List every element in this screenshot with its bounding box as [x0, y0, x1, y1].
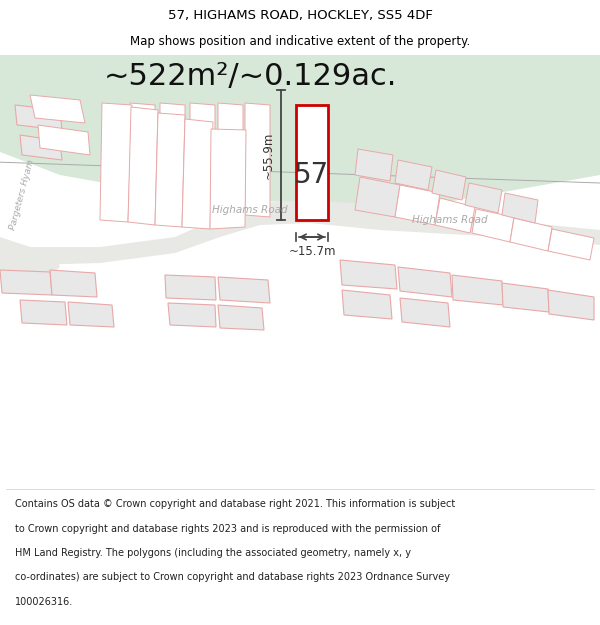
Polygon shape — [168, 303, 216, 327]
Polygon shape — [190, 103, 215, 217]
Text: ~522m²/~0.129ac.: ~522m²/~0.129ac. — [103, 62, 397, 91]
Polygon shape — [20, 300, 67, 325]
Polygon shape — [15, 105, 62, 130]
Text: Highams Road: Highams Road — [412, 215, 488, 225]
Text: to Crown copyright and database rights 2023 and is reproduced with the permissio: to Crown copyright and database rights 2… — [15, 524, 440, 534]
Polygon shape — [130, 103, 155, 217]
Polygon shape — [218, 103, 243, 217]
Polygon shape — [100, 103, 132, 222]
Polygon shape — [0, 237, 60, 277]
Polygon shape — [465, 183, 502, 213]
Polygon shape — [510, 218, 552, 251]
Polygon shape — [0, 55, 600, 205]
Polygon shape — [296, 105, 328, 220]
Text: Map shows position and indicative extent of the property.: Map shows position and indicative extent… — [130, 35, 470, 48]
Polygon shape — [398, 267, 452, 297]
Polygon shape — [548, 290, 594, 320]
Polygon shape — [68, 302, 114, 327]
Polygon shape — [160, 103, 185, 217]
Polygon shape — [38, 125, 90, 155]
Polygon shape — [355, 149, 393, 181]
Text: 57: 57 — [295, 161, 329, 189]
Polygon shape — [0, 270, 52, 295]
Polygon shape — [502, 193, 538, 223]
Polygon shape — [502, 283, 549, 312]
Polygon shape — [128, 107, 158, 225]
Polygon shape — [452, 275, 503, 305]
Text: 100026316.: 100026316. — [15, 597, 73, 607]
Text: 57, HIGHAMS ROAD, HOCKLEY, SS5 4DF: 57, HIGHAMS ROAD, HOCKLEY, SS5 4DF — [167, 9, 433, 22]
Text: co-ordinates) are subject to Crown copyright and database rights 2023 Ordnance S: co-ordinates) are subject to Crown copyr… — [15, 572, 450, 582]
Polygon shape — [342, 290, 392, 319]
Text: ~55.9m: ~55.9m — [262, 131, 275, 179]
Polygon shape — [0, 200, 600, 265]
Polygon shape — [30, 95, 85, 123]
Polygon shape — [152, 160, 215, 210]
Polygon shape — [340, 260, 397, 289]
Polygon shape — [245, 103, 270, 217]
Polygon shape — [395, 160, 432, 190]
Polygon shape — [20, 135, 62, 160]
Polygon shape — [432, 170, 466, 200]
Text: ~15.7m: ~15.7m — [288, 245, 336, 258]
Polygon shape — [472, 209, 514, 242]
Polygon shape — [218, 305, 264, 330]
Polygon shape — [210, 129, 246, 229]
Polygon shape — [50, 270, 97, 297]
Text: HM Land Registry. The polygons (including the associated geometry, namely x, y: HM Land Registry. The polygons (includin… — [15, 548, 411, 558]
Polygon shape — [435, 198, 475, 233]
Polygon shape — [218, 277, 270, 303]
Polygon shape — [400, 298, 450, 327]
Text: Highams Road: Highams Road — [212, 205, 288, 215]
Polygon shape — [165, 275, 216, 300]
Polygon shape — [155, 113, 185, 227]
Polygon shape — [395, 185, 440, 225]
Polygon shape — [548, 229, 594, 260]
Text: Pargeters Hyam: Pargeters Hyam — [8, 159, 36, 231]
Text: Contains OS data © Crown copyright and database right 2021. This information is : Contains OS data © Crown copyright and d… — [15, 499, 455, 509]
Polygon shape — [355, 177, 400, 217]
Polygon shape — [182, 119, 213, 229]
